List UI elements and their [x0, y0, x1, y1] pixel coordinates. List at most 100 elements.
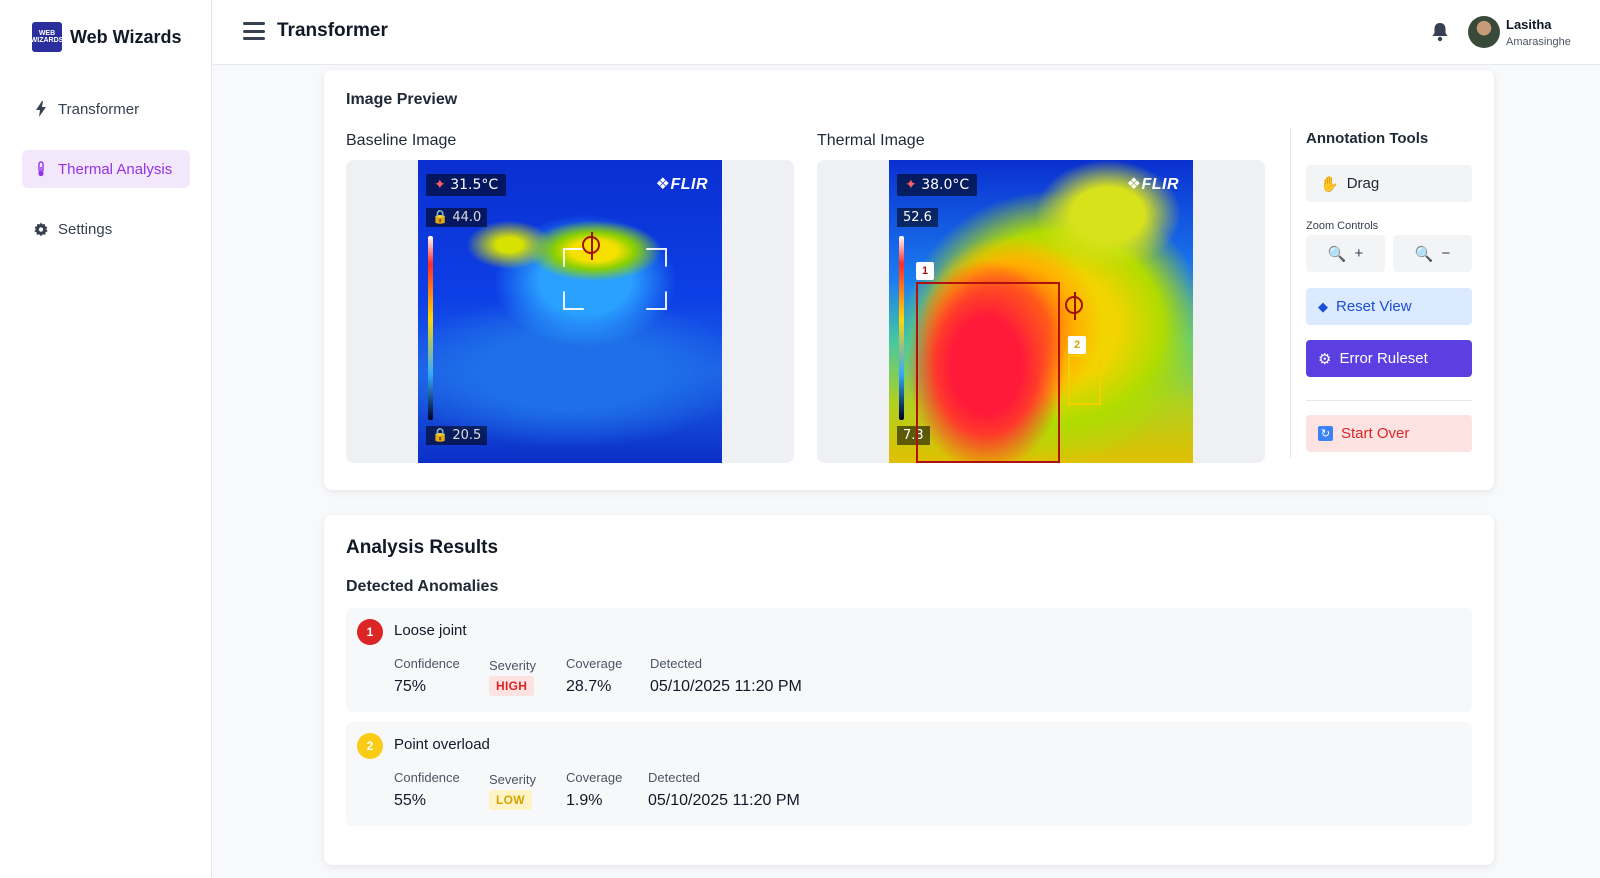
thermal-image[interactable]: ✦ 38.0°C ❖FLIR 52.6 7.3 1 2	[889, 160, 1193, 463]
analysis-results-card: Analysis Results Detected Anomalies 1 Lo…	[324, 515, 1494, 865]
page-title: Transformer	[277, 20, 388, 41]
drag-label: Drag	[1346, 175, 1380, 192]
sidebar-item-label: Thermal Analysis	[58, 160, 173, 178]
confidence-field: Confidence 75%	[394, 656, 460, 696]
bolt-icon	[34, 101, 48, 117]
baseline-crosshair	[582, 232, 600, 260]
sidebar-item-settings[interactable]: Settings	[22, 210, 190, 248]
coverage-field: Coverage 28.7%	[566, 656, 622, 696]
coverage-label: Coverage	[566, 656, 623, 671]
thermal-scale-max: 52.6	[897, 208, 938, 227]
confidence-field: Confidence 55%	[394, 770, 460, 810]
tools-divider	[1290, 128, 1291, 458]
anomaly-row[interactable]: 1 Loose joint Confidence 75% Severity HI…	[346, 608, 1472, 712]
gear-icon: ⚙	[1318, 350, 1332, 368]
sidebar-item-label: Settings	[58, 220, 113, 238]
confidence-label: Confidence	[394, 656, 460, 671]
anomaly-row[interactable]: 2 Point overload Confidence 55% Severity…	[346, 722, 1472, 826]
reset-view-button[interactable]: ◆ Reset View	[1306, 288, 1472, 325]
severity-badge: LOW	[489, 790, 532, 810]
thermal-label: Thermal Image	[817, 132, 925, 149]
avatar[interactable]	[1468, 16, 1500, 48]
brand-logo: WEB WIZARDS	[31, 22, 63, 52]
user-first-name: Lasitha	[1506, 17, 1552, 32]
flir-logo: ❖FLIR	[1126, 176, 1179, 193]
severity-field: Severity LOW	[489, 772, 536, 810]
image-preview-title: Image Preview	[346, 91, 458, 108]
brand[interactable]: WEB WIZARDS Web Wizards	[31, 22, 182, 52]
confidence-label: Confidence	[394, 770, 460, 785]
anomaly-box-2-label: 2	[1068, 336, 1086, 354]
thermometer-icon	[34, 161, 48, 177]
baseline-label: Baseline Image	[346, 132, 457, 149]
baseline-temp-readout: ✦ 31.5°C	[426, 174, 507, 196]
tools-separator	[1306, 400, 1472, 401]
top-header: Transformer Lasitha Amarasinghe	[213, 0, 1600, 65]
refresh-icon: ↻	[1318, 426, 1333, 441]
baseline-scale-min: 🔒 20.5	[426, 426, 488, 445]
error-ruleset-label: Error Ruleset	[1339, 350, 1428, 367]
baseline-image-frame[interactable]: ✦ 31.5°C ❖FLIR 🔒 44.0 🔒 20.5	[346, 160, 794, 463]
detected-anomalies-title: Detected Anomalies	[346, 578, 499, 595]
confidence-value: 55%	[394, 792, 427, 809]
baseline-scale-bar	[428, 236, 433, 420]
confidence-value: 75%	[394, 678, 427, 695]
magnifier-icon: 🔍	[1327, 245, 1347, 263]
detected-label: Detected	[650, 656, 703, 671]
anomaly-number-badge: 2	[357, 733, 383, 759]
baseline-scale-max: 🔒 44.0	[426, 208, 488, 227]
anomaly-box-2[interactable]	[1068, 355, 1101, 405]
detected-field: Detected 05/10/2025 11:20 PM	[648, 770, 800, 810]
thermal-scale-bar	[899, 236, 904, 420]
thermal-image-frame[interactable]: ✦ 38.0°C ❖FLIR 52.6 7.3 1 2	[817, 160, 1265, 463]
detected-field: Detected 05/10/2025 11:20 PM	[650, 656, 802, 696]
severity-label: Severity	[489, 772, 536, 787]
coverage-label: Coverage	[566, 770, 623, 785]
magnifier-icon: 🔍	[1414, 245, 1434, 263]
menu-icon[interactable]	[243, 22, 265, 40]
severity-badge: HIGH	[489, 676, 535, 696]
reset-view-label: Reset View	[1336, 298, 1412, 315]
baseline-target-box	[563, 248, 667, 310]
severity-field: Severity HIGH	[489, 658, 536, 696]
zoom-controls-label: Zoom Controls	[1306, 220, 1379, 232]
brand-name: Web Wizards	[70, 26, 182, 47]
coverage-value: 1.9%	[566, 792, 603, 809]
annotation-tools-title: Annotation Tools	[1306, 130, 1429, 147]
coverage-field: Coverage 1.9%	[566, 770, 622, 810]
sidebar: WEB WIZARDS Web Wizards Transformer Ther…	[0, 0, 212, 878]
drag-button[interactable]: ✋ Drag	[1306, 165, 1472, 202]
zoom-in-label: +	[1354, 245, 1364, 262]
hand-icon: ✋	[1320, 175, 1339, 193]
severity-label: Severity	[489, 658, 536, 673]
gear-icon	[34, 221, 48, 237]
image-preview-card: Image Preview Baseline Image ✦ 31.5°C ❖F…	[324, 70, 1494, 490]
anomaly-number-badge: 1	[357, 619, 383, 645]
coverage-value: 28.7%	[566, 678, 612, 695]
zoom-out-button[interactable]: 🔍 −	[1393, 235, 1472, 272]
thermal-crosshair	[1065, 292, 1083, 320]
detected-value: 05/10/2025 11:20 PM	[648, 792, 800, 809]
diamond-icon: ◆	[1318, 298, 1328, 314]
sidebar-item-thermal-analysis[interactable]: Thermal Analysis	[22, 150, 190, 188]
start-over-button[interactable]: ↻ Start Over	[1306, 415, 1472, 452]
bell-icon[interactable]	[1431, 22, 1451, 44]
thermal-temp-readout: ✦ 38.0°C	[897, 174, 978, 196]
flir-logo: ❖FLIR	[655, 176, 708, 193]
zoom-in-button[interactable]: 🔍 +	[1306, 235, 1385, 272]
anomaly-box-1-label: 1	[916, 262, 934, 280]
thermal-scale-min: 7.3	[897, 426, 930, 445]
sidebar-item-label: Transformer	[58, 100, 140, 118]
detected-value: 05/10/2025 11:20 PM	[650, 678, 802, 695]
sidebar-item-transformer[interactable]: Transformer	[22, 90, 190, 128]
anomaly-name: Loose joint	[394, 622, 467, 639]
error-ruleset-button[interactable]: ⚙ Error Ruleset	[1306, 340, 1472, 377]
detected-label: Detected	[648, 770, 701, 785]
anomaly-name: Point overload	[394, 736, 490, 753]
sidebar-nav: Transformer Thermal Analysis Settings	[22, 90, 190, 270]
analysis-results-title: Analysis Results	[346, 537, 499, 558]
start-over-label: Start Over	[1341, 425, 1410, 442]
baseline-thermal-image[interactable]: ✦ 31.5°C ❖FLIR 🔒 44.0 🔒 20.5	[418, 160, 722, 463]
anomaly-box-1[interactable]	[916, 282, 1060, 463]
user-last-name: Amarasinghe	[1506, 36, 1571, 48]
